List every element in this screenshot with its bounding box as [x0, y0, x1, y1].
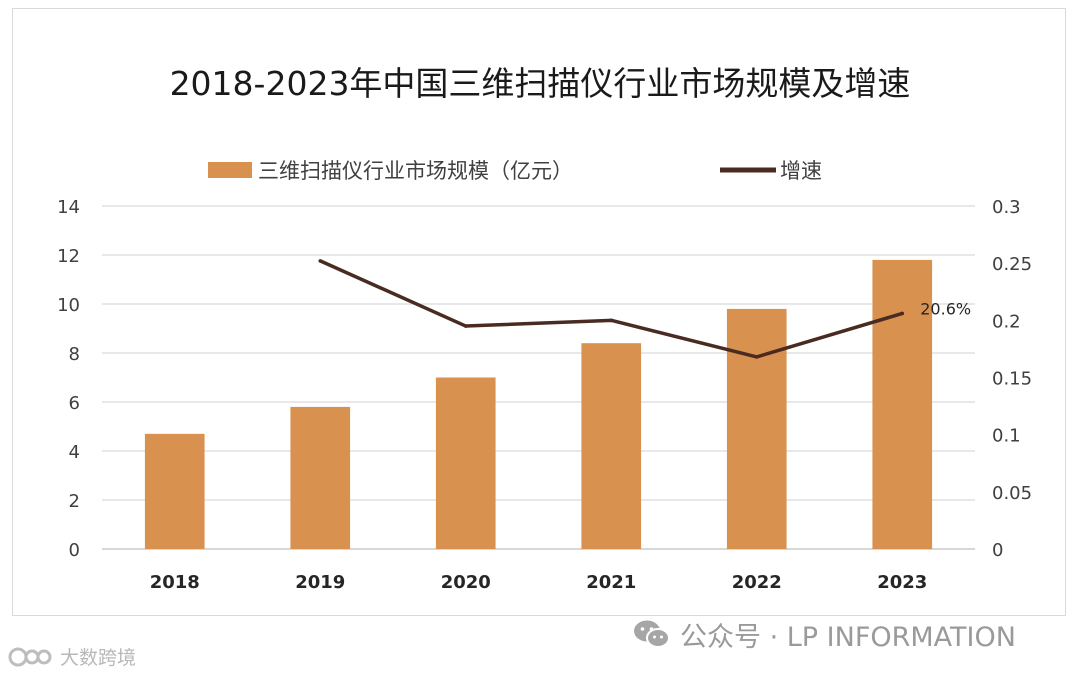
bar: [872, 259, 933, 549]
x-tick-label: 2018: [150, 572, 200, 593]
line-point: [754, 355, 759, 359]
y-tick-label-left: 12: [57, 246, 80, 267]
y-tick-label-right: 0.2: [992, 311, 1021, 332]
y-axis-right: 0 0.05 0.1 0.15 0.2 0.25 0.3: [992, 197, 1032, 561]
y-tick-label-left: 14: [57, 197, 80, 218]
y-tick-label-left: 0: [69, 540, 80, 561]
gridlines: [102, 205, 975, 550]
line-point: [900, 311, 905, 316]
bar: [144, 433, 205, 549]
x-tick-label: 2023: [877, 572, 927, 593]
x-tick-label: 2022: [732, 572, 782, 593]
y-tick-label-right: 0: [992, 540, 1003, 561]
x-tick-label: 2021: [586, 572, 636, 593]
legend: 三维扫描仪行业市场规模（亿元） 增速: [208, 159, 822, 183]
legend-label-market-size: 三维扫描仪行业市场规模（亿元）: [258, 159, 573, 183]
watermark-left: 大数跨境: [8, 643, 136, 670]
y-tick-label-right: 0.15: [992, 369, 1032, 390]
line-series: [318, 259, 905, 359]
y-tick-label-left: 8: [69, 344, 80, 365]
legend-label-growth: 增速: [780, 159, 822, 183]
brand-logo-icon: [8, 647, 52, 666]
watermark-right-text: 公众号 · LP INFORMATION: [680, 621, 1016, 653]
y-tick-label-left: 4: [69, 442, 80, 463]
y-tick-label-right: 0.1: [992, 426, 1021, 447]
bar: [726, 308, 787, 549]
x-axis: 2018 2019 2020 2021 2022 2023: [150, 572, 928, 593]
wechat-icon: [634, 620, 670, 648]
x-tick-label: 2019: [295, 572, 345, 593]
bar: [290, 406, 351, 549]
y-tick-label-right: 0.05: [992, 483, 1032, 504]
y-tick-label-left: 6: [69, 393, 80, 414]
y-tick-label-right: 0.3: [992, 197, 1021, 218]
series-line: [319, 259, 903, 359]
watermark-left-text: 大数跨境: [60, 647, 137, 669]
data-label: 20.6%: [920, 299, 971, 318]
watermark-right: 公众号 · LP INFORMATION: [632, 616, 1016, 653]
annotations: 20.6%: [920, 299, 971, 318]
y-tick-label-left: 10: [57, 295, 80, 316]
y-axis-left: 0 2 4 6 8 10 12 14: [57, 197, 80, 561]
y-tick-label-left: 2: [69, 491, 80, 512]
line-point: [609, 318, 614, 323]
legend-swatch-market-size: [208, 162, 252, 178]
bar: [435, 377, 496, 549]
bar-series: [144, 259, 933, 549]
x-tick-label: 2020: [441, 572, 491, 593]
line-point: [318, 259, 323, 263]
line-point: [463, 324, 468, 328]
bar: [581, 343, 642, 549]
chart-title: 2018-2023年中国三维扫描仪行业市场规模及增速: [170, 64, 911, 103]
y-tick-label-right: 0.25: [992, 254, 1032, 275]
